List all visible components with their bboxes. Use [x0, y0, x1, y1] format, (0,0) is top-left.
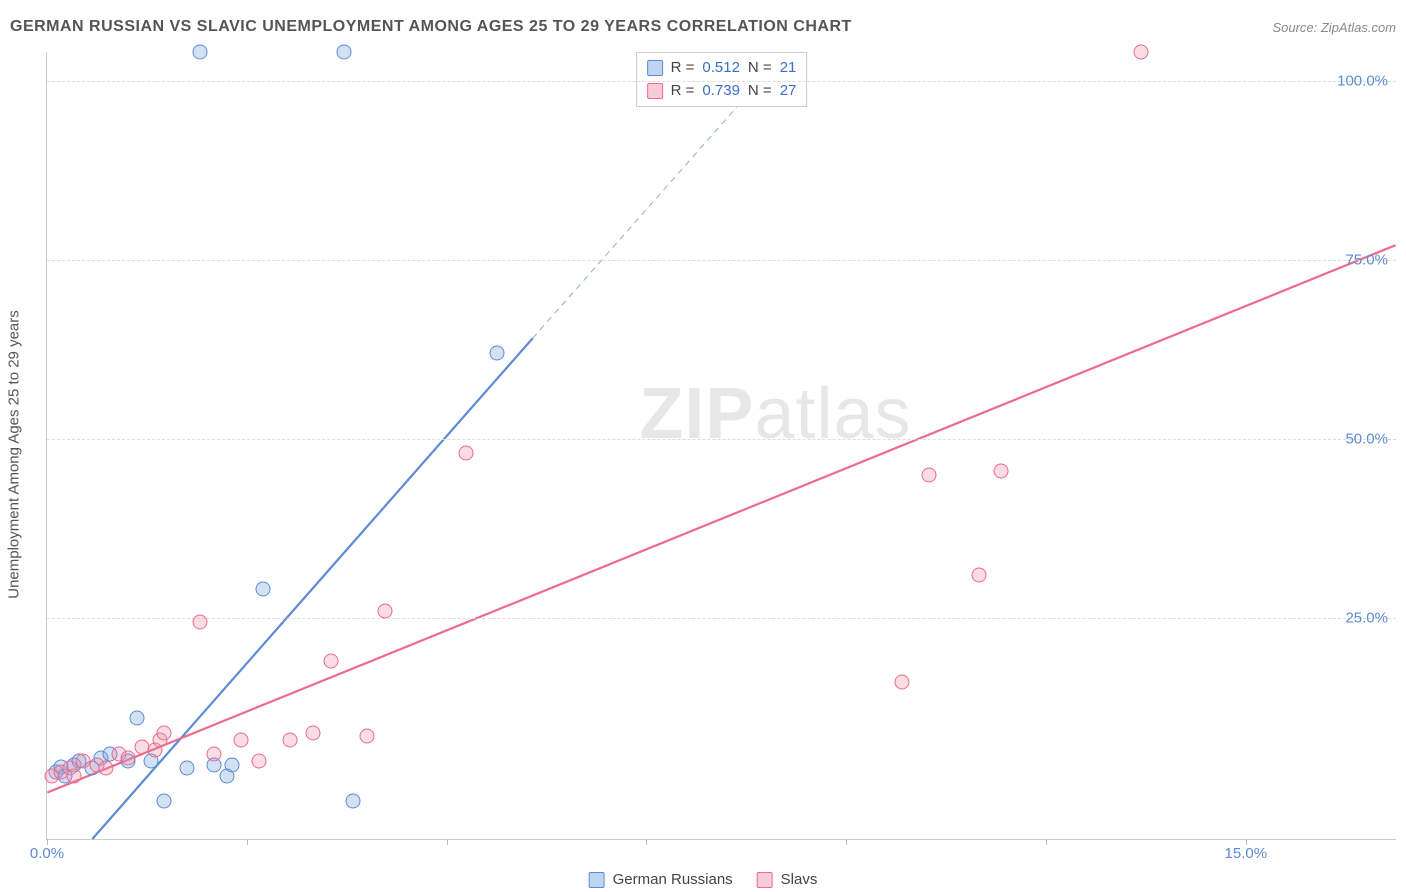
data-point — [458, 446, 473, 461]
watermark: ZIPatlas — [639, 373, 911, 455]
data-point — [233, 732, 248, 747]
data-point — [206, 747, 221, 762]
swatch-series1 — [647, 60, 663, 76]
stats-row-1: R = 0.512 N = 21 — [647, 57, 797, 80]
xtick — [247, 839, 248, 845]
legend-swatch-2 — [757, 872, 773, 888]
ytick-label: 25.0% — [1345, 609, 1388, 626]
data-point — [895, 675, 910, 690]
xtick — [646, 839, 647, 845]
gridline — [47, 260, 1396, 261]
data-point — [359, 729, 374, 744]
swatch-series2 — [647, 83, 663, 99]
data-point — [193, 614, 208, 629]
data-point — [179, 761, 194, 776]
data-point — [971, 567, 986, 582]
chart-title: GERMAN RUSSIAN VS SLAVIC UNEMPLOYMENT AM… — [10, 18, 852, 36]
y-axis-label: Unemployment Among Ages 25 to 29 years — [6, 310, 23, 599]
data-point — [305, 725, 320, 740]
data-point — [256, 582, 271, 597]
legend-item-1: German Russians — [589, 871, 733, 888]
ytick-label: 50.0% — [1345, 430, 1388, 447]
stats-row-2: R = 0.739 N = 27 — [647, 80, 797, 103]
ytick-label: 100.0% — [1337, 72, 1388, 89]
data-point — [346, 793, 361, 808]
data-point — [67, 768, 82, 783]
legend-swatch-1 — [589, 872, 605, 888]
data-point — [377, 603, 392, 618]
data-point — [130, 711, 145, 726]
trend-lines — [47, 52, 1396, 839]
xtick-label: 0.0% — [30, 845, 64, 862]
data-point — [157, 793, 172, 808]
data-point — [224, 757, 239, 772]
data-point — [121, 750, 136, 765]
xtick — [447, 839, 448, 845]
xtick — [1046, 839, 1047, 845]
legend-item-2: Slavs — [757, 871, 818, 888]
data-point — [98, 761, 113, 776]
data-point — [283, 732, 298, 747]
bottom-legend: German Russians Slavs — [589, 871, 818, 888]
data-point — [157, 725, 172, 740]
plot-area: ZIPatlas R = 0.512 N = 21 R = 0.739 N = … — [46, 52, 1396, 840]
data-point — [323, 653, 338, 668]
stats-box: R = 0.512 N = 21 R = 0.739 N = 27 — [636, 52, 808, 107]
data-point — [994, 464, 1009, 479]
source-label: Source: ZipAtlas.com — [1272, 20, 1396, 35]
data-point — [490, 345, 505, 360]
legend-label-1: German Russians — [613, 871, 733, 888]
data-point — [1133, 45, 1148, 60]
ytick-label: 75.0% — [1345, 251, 1388, 268]
data-point — [337, 45, 352, 60]
data-point — [922, 467, 937, 482]
gridline — [47, 439, 1396, 440]
gridline — [47, 618, 1396, 619]
gridline — [47, 81, 1396, 82]
xtick-label: 15.0% — [1225, 845, 1268, 862]
legend-label-2: Slavs — [781, 871, 818, 888]
xtick — [846, 839, 847, 845]
chart-header: GERMAN RUSSIAN VS SLAVIC UNEMPLOYMENT AM… — [10, 18, 1396, 36]
data-point — [193, 45, 208, 60]
data-point — [251, 754, 266, 769]
